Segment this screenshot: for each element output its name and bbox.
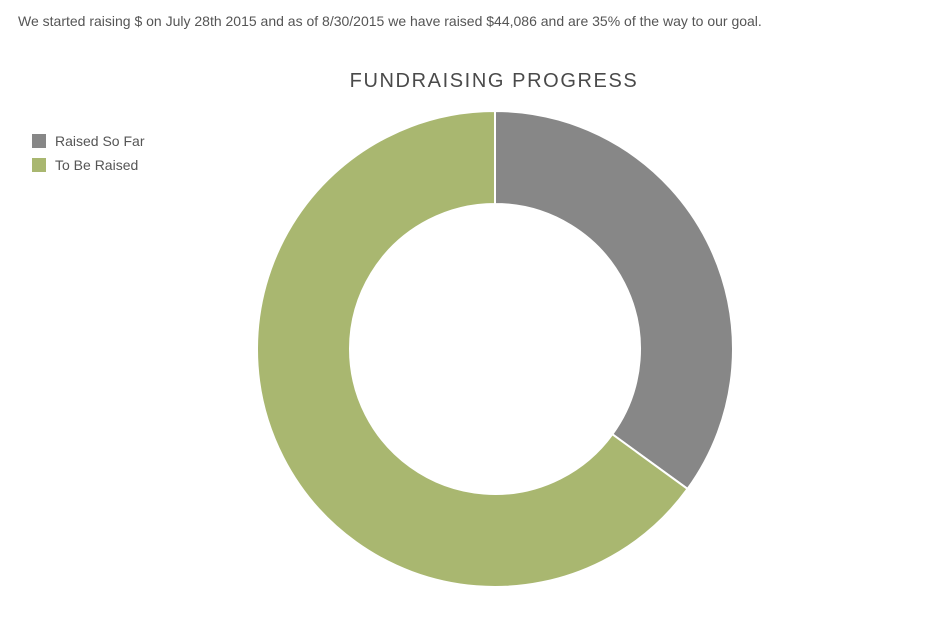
donut-chart xyxy=(256,109,734,588)
donut-slices xyxy=(256,109,734,588)
donut-slice-raised-so-far[interactable] xyxy=(494,109,734,491)
donut-slice-to-be-raised[interactable] xyxy=(256,109,689,588)
legend-label-to-be-raised: To Be Raised xyxy=(55,157,139,173)
chart-title: FUNDRAISING PROGRESS xyxy=(349,70,639,92)
fundraising-summary-text: We started raising $ on July 28th 2015 a… xyxy=(18,13,762,29)
legend-label-raised: Raised So Far xyxy=(55,133,145,149)
legend-item-raised[interactable]: Raised So Far xyxy=(32,129,144,153)
chart-legend: Raised So Far To Be Raised xyxy=(32,129,144,177)
legend-item-to-be-raised[interactable]: To Be Raised xyxy=(32,153,144,177)
legend-swatch-to-be-raised xyxy=(32,158,46,172)
legend-swatch-raised xyxy=(32,134,46,148)
